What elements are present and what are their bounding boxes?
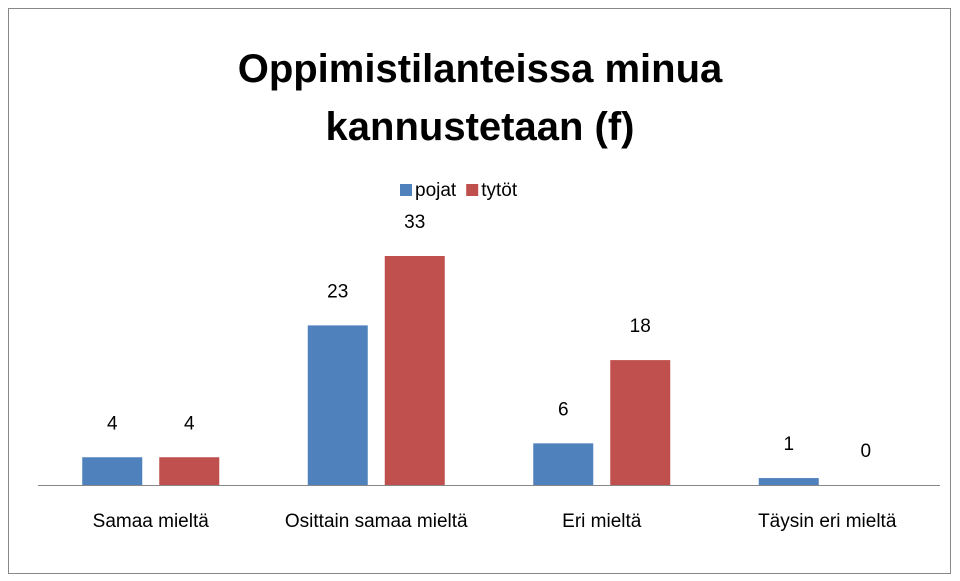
x-tick-label: Eri mieltä [562,511,642,532]
bar [610,360,671,485]
data-label: 1 [783,434,794,455]
data-label: 0 [860,441,871,462]
legend-label: tytöt [481,180,518,201]
bar [533,443,594,485]
bar [307,325,368,485]
data-label: 4 [184,413,195,434]
bar [82,457,143,485]
bar [159,457,220,485]
legend-swatch [466,184,479,196]
x-tick-label: Täysin eri mieltä [758,511,897,532]
chart-title: Oppimistilanteissa minua kannustetaan (f… [237,47,723,149]
legend-label: pojat [415,180,457,201]
title-box: Oppimistilanteissa minua kannustetaan (f… [237,47,723,149]
data-label: 4 [107,413,118,434]
bar [384,256,445,485]
x-tick-label: Osittain samaa mieltä [284,511,468,532]
data-label: 18 [630,316,651,337]
legend-swatch [400,184,412,196]
data-label: 33 [404,212,425,233]
bar [758,478,819,485]
x-tick-label: Samaa mieltä [92,511,209,532]
data-label: 23 [327,281,348,302]
data-label: 6 [558,399,569,420]
